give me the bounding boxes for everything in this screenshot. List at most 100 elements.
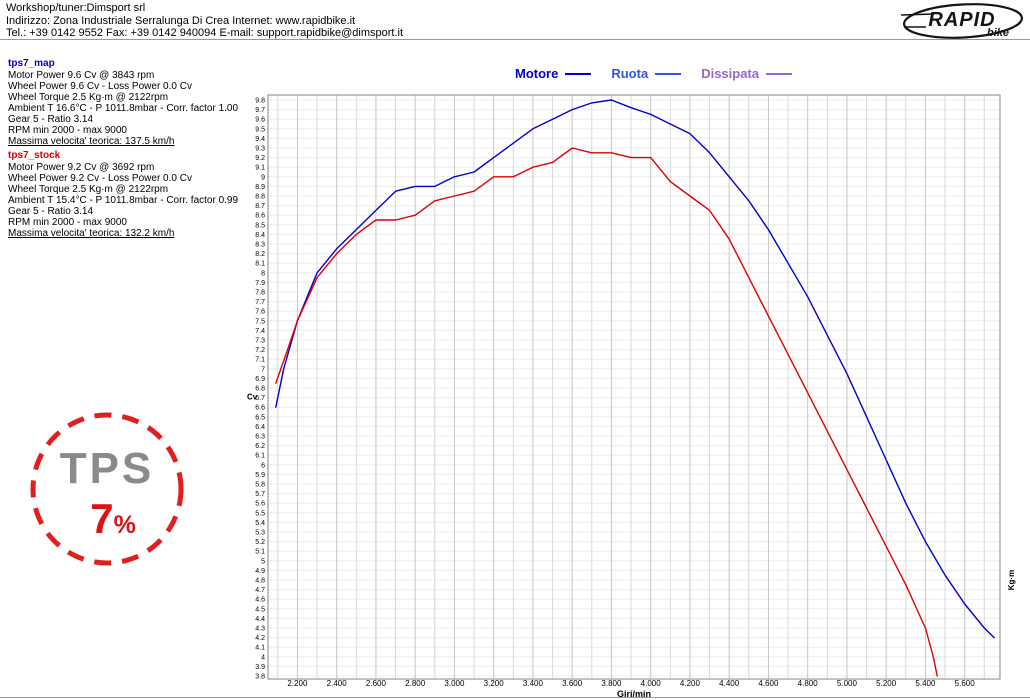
- y-tick-label: 7.9: [255, 280, 265, 287]
- run-stock-gear: Gear 5 - Ratio 3.14: [8, 206, 94, 217]
- y-tick-label: 7.7: [255, 299, 265, 306]
- y-tick-label: 7: [261, 366, 265, 373]
- run-map-rpm-range: RPM min 2000 - max 9000: [8, 125, 127, 136]
- y-tick-label: 7.6: [255, 309, 265, 316]
- run-info-stock: tps7_stock Motor Power 9.2 Cv @ 3692 rpm…: [8, 150, 238, 239]
- y-tick-label: 4.6: [255, 597, 265, 604]
- y-tick-label: 4.3: [255, 626, 265, 633]
- y-tick-label: 4.2: [255, 635, 265, 642]
- x-tick-label: 5.200: [876, 679, 897, 688]
- x-tick-label: 4.200: [680, 679, 701, 688]
- run-name-1: tps7_stock: [8, 150, 61, 161]
- y-tick-label: 3.8: [255, 674, 265, 681]
- y-tick-label: 9.5: [255, 126, 265, 133]
- plot-border: [267, 94, 1001, 680]
- run-map-motor-power: Motor Power 9.6 Cv @ 3843 rpm: [8, 70, 155, 81]
- y-tick-label: 4.7: [255, 587, 265, 594]
- y-tick-label: 9.1: [255, 165, 265, 172]
- run-map-wheel-power: Wheel Power 9.6 Cv - Loss Power 0.0 Cv: [8, 81, 192, 92]
- y-tick-label: 5.1: [255, 549, 265, 556]
- run-stock-max-speed: Massima velocita' teorica: 132.2 km/h: [8, 228, 175, 239]
- y-tick-label: 4.8: [255, 578, 265, 585]
- run-name-0: tps7_map: [8, 58, 55, 69]
- y-tick-label: 9.3: [255, 146, 265, 153]
- y-tick-label: 8.2: [255, 251, 265, 258]
- run-stock-wheel-power: Wheel Power 9.2 Cv - Loss Power 0.0 Cv: [8, 173, 192, 184]
- y-tick-label: 8.9: [255, 184, 265, 191]
- y-tick-label: 7.3: [255, 338, 265, 345]
- x-tick-label: 2.200: [287, 679, 308, 688]
- rapidbike-logo: RAPID bike: [900, 2, 1026, 47]
- workshop-address: Indirizzo: Zona Industriale Serralunga D…: [6, 14, 356, 27]
- tps-badge-circle-icon: TPS 7%: [30, 412, 184, 566]
- legend-item-motore: Motore: [515, 66, 592, 81]
- y-tick-label: 5.9: [255, 472, 265, 479]
- y-tick-label: 8.8: [255, 194, 265, 201]
- y2-axis-title: Kg·m: [1007, 570, 1016, 590]
- dyno-chart: 9.8 9.7 9.6 9.5 9.4 9.3 9.2 9.1 9 8.9 8.8 8.7 8.6 8.5…: [247, 94, 1016, 699]
- y-tick-label: 6.9: [255, 376, 265, 383]
- y-tick-label: 5.7: [255, 491, 265, 498]
- run-map-wheel-torque: Wheel Torque 2.5 Kg·m @ 2122rpm: [8, 92, 169, 103]
- y-tick-label: 5.3: [255, 530, 265, 537]
- y-tick-label: 5.6: [255, 501, 265, 508]
- y-tick-label: 6.6: [255, 405, 265, 412]
- legend-label-1: Ruota: [611, 66, 649, 81]
- y-tick-label: 7.5: [255, 318, 265, 325]
- y-tick-label: 9.6: [255, 117, 265, 124]
- y-tick-label: 4: [261, 654, 265, 661]
- y-tick-label: 6.2: [255, 443, 265, 450]
- y-tick-label: 5.5: [255, 510, 265, 517]
- workshop-contacts: Tel.: +39 0142 9552 Fax: +39 0142 940094…: [6, 27, 404, 39]
- y-tick-label: 8.5: [255, 222, 265, 229]
- x-tick-label: 4.800: [798, 679, 819, 688]
- x-axis-title: Giri/min: [617, 689, 651, 699]
- workshop-header: Workshop/tuner:Dimsport srl Indirizzo: Z…: [6, 2, 403, 40]
- y-tick-label: 6.3: [255, 434, 265, 441]
- legend-label-2: Dissipata: [701, 66, 759, 81]
- chart-legend: Motore Ruota Dissipata: [515, 66, 792, 81]
- tps-badge-label: TPS: [60, 444, 155, 493]
- x-tick-label: 4.600: [758, 679, 779, 688]
- x-tick-label: 2.800: [405, 679, 426, 688]
- legend-item-dissipata: Dissipata: [701, 66, 792, 81]
- x-tick-label: 2.600: [366, 679, 387, 688]
- workshop-name: Workshop/tuner:Dimsport srl: [6, 2, 146, 14]
- y-tick-label: 6.4: [255, 424, 265, 431]
- y-tick-label: 5.2: [255, 539, 265, 546]
- x-tick-label: 5.000: [837, 679, 858, 688]
- x-tick-label: 3.600: [562, 679, 583, 688]
- x-tick-label: 4.400: [719, 679, 740, 688]
- y-tick-label: 7.1: [255, 357, 265, 364]
- x-tick-label: 2.400: [327, 679, 348, 688]
- y-tick-label: 9.4: [255, 136, 265, 143]
- y-tick-label: 4.1: [255, 645, 265, 652]
- run-stock-wheel-torque: Wheel Torque 2.5 Kg·m @ 2122rpm: [8, 184, 169, 195]
- y-tick-label: 9: [261, 174, 265, 181]
- x-tick-label: 3.400: [523, 679, 544, 688]
- x-tick-label: 3.800: [601, 679, 622, 688]
- y-tick-label: 5.8: [255, 482, 265, 489]
- run-map-gear: Gear 5 - Ratio 3.14: [8, 114, 94, 125]
- y-tick-label: 7.8: [255, 290, 265, 297]
- y-tick-label: 6: [261, 462, 265, 469]
- y-tick-label: 6.1: [255, 453, 265, 460]
- page-bottom-divider: [0, 697, 1030, 698]
- y-tick-label: 7.4: [255, 328, 265, 335]
- run-stock-ambient: Ambient T 15.4°C - P 1011.8mbar - Corr. …: [8, 195, 239, 206]
- tps-badge: TPS 7%: [25, 405, 189, 578]
- curve-tps7_stock: [275, 147, 938, 677]
- y-tick-label: 5.4: [255, 520, 265, 527]
- y-tick-label: 4.5: [255, 606, 265, 613]
- x-tick-label: 3.200: [484, 679, 505, 688]
- y-tick-label: 8: [261, 270, 265, 277]
- y-tick-label: 4.4: [255, 616, 265, 623]
- y-tick-label: 3.9: [255, 664, 265, 671]
- run-info-map: tps7_map Motor Power 9.6 Cv @ 3843 rpm W…: [8, 58, 238, 147]
- run-map-max-speed: Massima velocita' teorica: 137.5 km/h: [8, 136, 175, 147]
- x-tick-label: 5.600: [955, 679, 976, 688]
- y-tick-label: 6.5: [255, 414, 265, 421]
- tps-badge-value: 7%: [90, 495, 136, 542]
- rapidbike-logo-icon: RAPID bike: [900, 3, 1024, 39]
